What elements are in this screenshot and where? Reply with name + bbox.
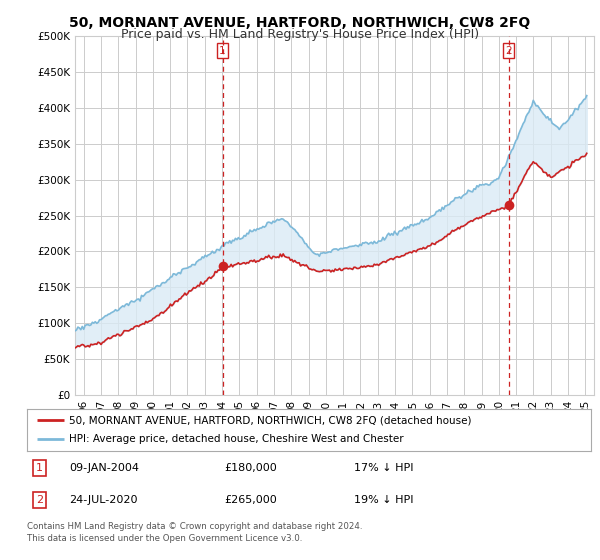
Text: 2: 2 [36,495,43,505]
Text: £180,000: £180,000 [224,463,277,473]
Text: 19% ↓ HPI: 19% ↓ HPI [354,495,413,505]
Text: 50, MORNANT AVENUE, HARTFORD, NORTHWICH, CW8 2FQ: 50, MORNANT AVENUE, HARTFORD, NORTHWICH,… [70,16,530,30]
Text: 50, MORNANT AVENUE, HARTFORD, NORTHWICH, CW8 2FQ (detached house): 50, MORNANT AVENUE, HARTFORD, NORTHWICH,… [70,415,472,425]
Text: 1: 1 [36,463,43,473]
Text: 09-JAN-2004: 09-JAN-2004 [70,463,139,473]
Text: 17% ↓ HPI: 17% ↓ HPI [354,463,413,473]
Text: £265,000: £265,000 [224,495,277,505]
Text: 24-JUL-2020: 24-JUL-2020 [70,495,138,505]
Text: HPI: Average price, detached house, Cheshire West and Chester: HPI: Average price, detached house, Ches… [70,435,404,445]
Text: 1: 1 [219,46,226,56]
Text: Price paid vs. HM Land Registry's House Price Index (HPI): Price paid vs. HM Land Registry's House … [121,28,479,41]
Text: Contains HM Land Registry data © Crown copyright and database right 2024.
This d: Contains HM Land Registry data © Crown c… [27,522,362,543]
Text: 2: 2 [505,46,512,56]
